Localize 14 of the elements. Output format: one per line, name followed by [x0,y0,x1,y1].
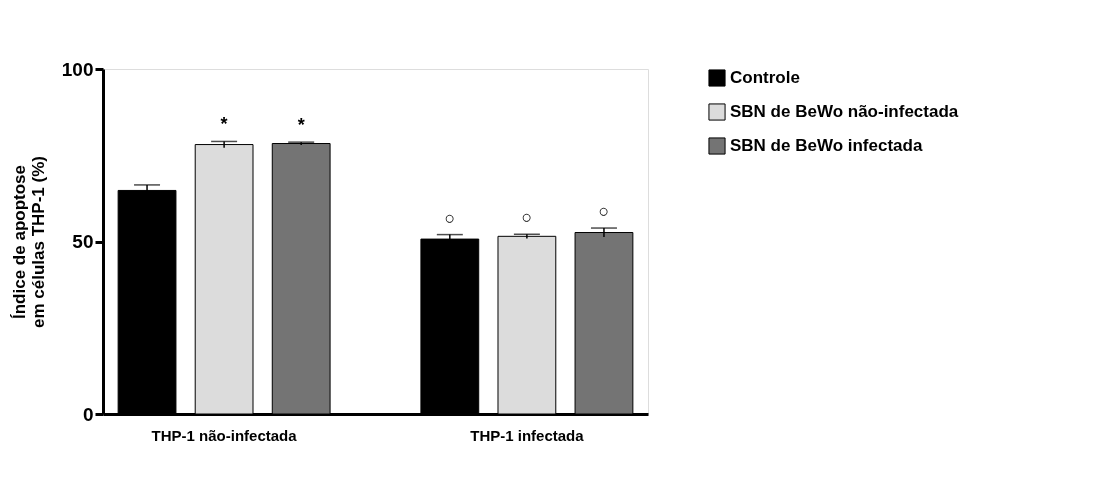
y-axis-title: Índice de apoptose em células THP-1 (%) [9,156,48,328]
legend-label: SBN de BeWo infectada [730,136,923,155]
annotation: * [297,115,305,136]
annotation: ○ [521,207,533,228]
y-tick-label: 0 [82,403,94,425]
y-tick-label: 100 [61,58,94,80]
annotation: * [220,114,228,135]
legend-label: SBN de BeWo não-infectada [730,102,959,121]
annotation: ○ [598,201,610,222]
x-tick-label: THP-1 infectada [470,426,585,444]
annotation: ○ [444,207,456,228]
x-tick-label: THP-1 não-infectada [151,426,298,444]
legend-label: Controle [730,68,800,87]
y-tick-label: 50 [72,231,94,252]
